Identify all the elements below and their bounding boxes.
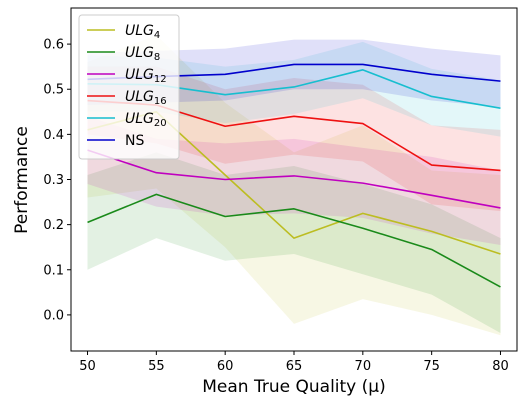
line-series-2 — [87, 149, 501, 209]
legend-entry-subscript: 4 — [154, 30, 160, 41]
legend-entry-3: ULG16 — [125, 89, 167, 107]
y-tick-label: 0.1 — [43, 263, 64, 278]
y-tick-label: 0.2 — [43, 218, 64, 233]
legend-entry-name: ULG — [125, 89, 154, 105]
legend-entry-subscript: 12 — [154, 74, 167, 85]
x-tick-label: 60 — [217, 359, 234, 374]
x-axis-label: Mean True Quality (μ) — [202, 377, 385, 397]
legend-entry-0: ULG4 — [125, 23, 160, 41]
confidence-bands — [87, 35, 501, 336]
y-tick-label: 0.6 — [43, 38, 64, 53]
x-tick-label: 75 — [423, 359, 440, 374]
y-tick-label: 0.4 — [43, 128, 64, 143]
x-tick-label: 50 — [79, 359, 96, 374]
legend-entry-2: ULG12 — [125, 67, 167, 85]
band-series-0 — [87, 35, 501, 336]
legend-entry-5: NS — [125, 133, 144, 149]
y-tick-label: 0.5 — [43, 83, 64, 98]
band-series-2 — [87, 116, 501, 245]
legend-entry-subscript: 8 — [154, 52, 160, 63]
line-series-1 — [87, 193, 501, 288]
x-tick-label: 80 — [492, 359, 509, 374]
band-series-1 — [87, 152, 501, 333]
legend-entry-4: ULG20 — [125, 111, 167, 129]
y-tick-label: 0.3 — [43, 173, 64, 188]
legend-entry-name: ULG — [125, 67, 154, 83]
x-tick-label: 70 — [355, 359, 372, 374]
legend-box — [78, 14, 180, 160]
legend-entry-subscript: 20 — [154, 118, 167, 129]
legend-entry-name: ULG — [125, 23, 154, 39]
y-tick-label: 0.0 — [43, 308, 64, 323]
y-axis-ticks: 0.0 0.1 0.2 0.3 0.4 0.5 0.6 — [43, 38, 71, 323]
legend-entry-1: ULG8 — [125, 45, 160, 63]
legend-entry-name: ULG — [125, 45, 154, 61]
x-tick-label: 55 — [148, 359, 165, 374]
y-axis-label: Performance — [12, 126, 32, 234]
x-tick-label: 65 — [286, 359, 303, 374]
x-axis-ticks: 50 55 60 65 70 75 80 — [79, 351, 509, 374]
legend-entry-name: NS — [125, 133, 144, 149]
legend-entry-subscript: 16 — [154, 96, 167, 107]
legend-entry-name: ULG — [125, 111, 154, 127]
band-series-4 — [87, 41, 501, 137]
band-series-3 — [87, 66, 501, 212]
